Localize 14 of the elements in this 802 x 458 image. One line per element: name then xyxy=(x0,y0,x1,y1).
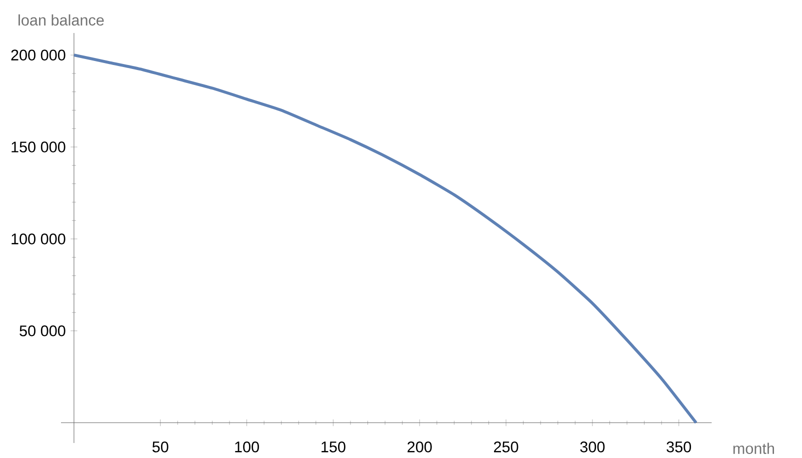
y-tick-label: 50 000 xyxy=(20,325,66,336)
y-tick-label: 100 000 xyxy=(12,233,66,244)
x-tick-label: 300 xyxy=(580,441,605,452)
y-tick-label: 150 000 xyxy=(12,141,66,152)
line-series xyxy=(72,53,698,424)
x-tick-label: 350 xyxy=(666,441,692,452)
x-tick-label: 150 xyxy=(322,441,346,452)
x-tick-label: 200 xyxy=(408,441,432,452)
x-tick-label: 250 xyxy=(494,441,518,452)
y-axis-title: loan balance xyxy=(18,14,104,26)
x-axis-title: month xyxy=(733,442,774,454)
x-tick-label: 50 xyxy=(152,441,168,452)
y-tick-label: 200 000 xyxy=(11,49,66,60)
x-tick-label: 100 xyxy=(235,441,259,452)
